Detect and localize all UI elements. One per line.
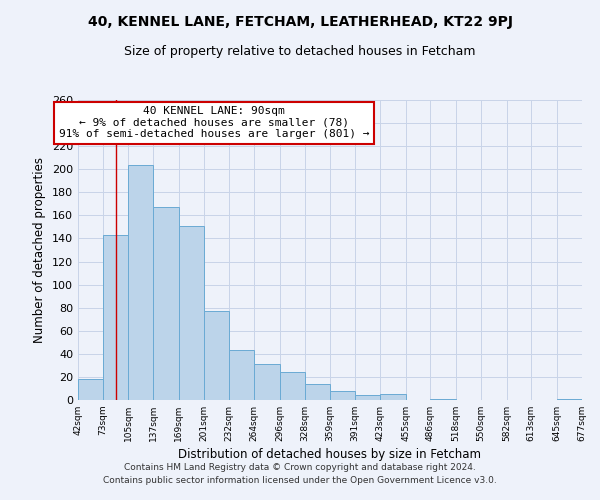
Text: 40, KENNEL LANE, FETCHAM, LEATHERHEAD, KT22 9PJ: 40, KENNEL LANE, FETCHAM, LEATHERHEAD, K…	[88, 15, 512, 29]
Bar	[254, 364, 280, 400]
Y-axis label: Number of detached properties: Number of detached properties	[34, 157, 46, 343]
Bar	[128, 164, 154, 400]
Bar	[78, 379, 103, 400]
Bar	[280, 372, 305, 400]
Bar	[329, 391, 355, 400]
Bar	[355, 396, 380, 400]
Text: 40 KENNEL LANE: 90sqm
← 9% of detached houses are smaller (78)
91% of semi-detac: 40 KENNEL LANE: 90sqm ← 9% of detached h…	[59, 106, 370, 139]
Bar	[380, 394, 406, 400]
Text: Contains HM Land Registry data © Crown copyright and database right 2024.
Contai: Contains HM Land Registry data © Crown c…	[103, 464, 497, 485]
Bar	[557, 399, 582, 400]
Bar	[305, 384, 329, 400]
Bar	[229, 350, 254, 400]
Bar	[103, 235, 128, 400]
Bar	[204, 311, 229, 400]
X-axis label: Distribution of detached houses by size in Fetcham: Distribution of detached houses by size …	[179, 448, 482, 461]
Bar	[154, 208, 179, 400]
Text: Size of property relative to detached houses in Fetcham: Size of property relative to detached ho…	[124, 45, 476, 58]
Bar	[179, 226, 204, 400]
Bar	[430, 399, 456, 400]
